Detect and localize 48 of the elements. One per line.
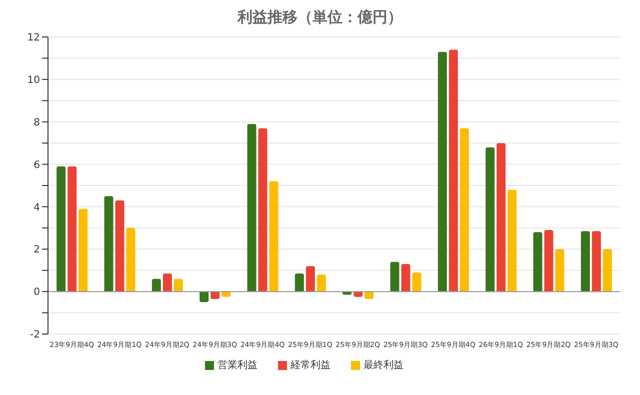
bar — [269, 181, 278, 292]
bar — [126, 228, 136, 292]
bar — [56, 166, 66, 292]
bar — [460, 128, 469, 292]
bar — [152, 278, 161, 292]
y-tick-label: -2 — [30, 330, 40, 341]
bar — [364, 292, 374, 299]
bar — [174, 278, 183, 292]
chart-title: 利益推移（単位：億円） — [236, 8, 404, 27]
bar — [342, 292, 352, 295]
bar — [555, 249, 564, 292]
bar — [412, 272, 422, 292]
bar — [448, 50, 458, 292]
legend-label: 営業利益 — [218, 360, 258, 371]
bar — [592, 231, 601, 292]
y-tick-label: 0 — [34, 287, 40, 298]
bar — [496, 143, 506, 292]
bar — [115, 200, 124, 292]
y-tick-label: 12 — [27, 32, 40, 44]
y-tick-label: 8 — [34, 117, 40, 128]
bar — [602, 249, 612, 292]
bar — [247, 124, 256, 292]
bar — [78, 208, 88, 292]
bar — [401, 264, 410, 292]
y-tick-label: 10 — [27, 74, 40, 86]
y-tick-label: 4 — [34, 202, 40, 214]
bar — [508, 190, 517, 292]
bar — [580, 231, 590, 292]
bar — [354, 292, 363, 297]
bar — [294, 274, 304, 292]
bar — [200, 292, 209, 302]
bar — [544, 230, 554, 292]
bar — [438, 52, 447, 292]
bar — [533, 232, 542, 292]
y-tick-label: 2 — [34, 244, 40, 256]
bar — [316, 274, 326, 292]
bar — [222, 292, 231, 297]
bar — [390, 262, 400, 292]
bar — [68, 166, 77, 292]
y-tick-label: 6 — [34, 160, 40, 171]
legend-label: 経常利益 — [290, 360, 330, 371]
bar — [258, 128, 268, 292]
legend-label: 最終利益 — [364, 360, 404, 371]
bar — [306, 266, 315, 292]
bar — [104, 196, 114, 292]
bar — [162, 274, 172, 292]
bar — [486, 147, 495, 292]
bar — [210, 292, 220, 299]
